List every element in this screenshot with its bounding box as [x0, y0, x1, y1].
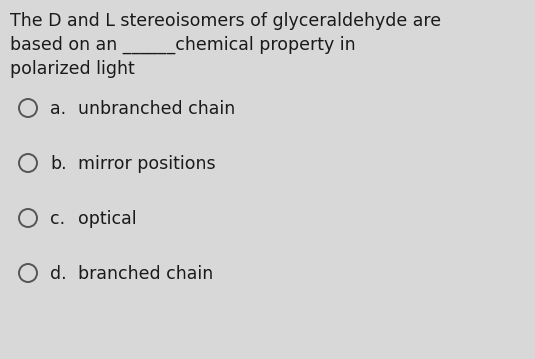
Text: branched chain: branched chain: [78, 265, 213, 283]
Text: a.: a.: [50, 100, 66, 118]
Text: d.: d.: [50, 265, 67, 283]
Text: b.: b.: [50, 155, 67, 173]
Text: mirror positions: mirror positions: [78, 155, 216, 173]
Text: based on an ______chemical property in: based on an ______chemical property in: [10, 36, 356, 54]
Text: unbranched chain: unbranched chain: [78, 100, 235, 118]
Text: polarized light: polarized light: [10, 60, 135, 78]
Text: The D and L stereoisomers of glyceraldehyde are: The D and L stereoisomers of glyceraldeh…: [10, 12, 441, 30]
Text: optical: optical: [78, 210, 136, 228]
Text: c.: c.: [50, 210, 65, 228]
